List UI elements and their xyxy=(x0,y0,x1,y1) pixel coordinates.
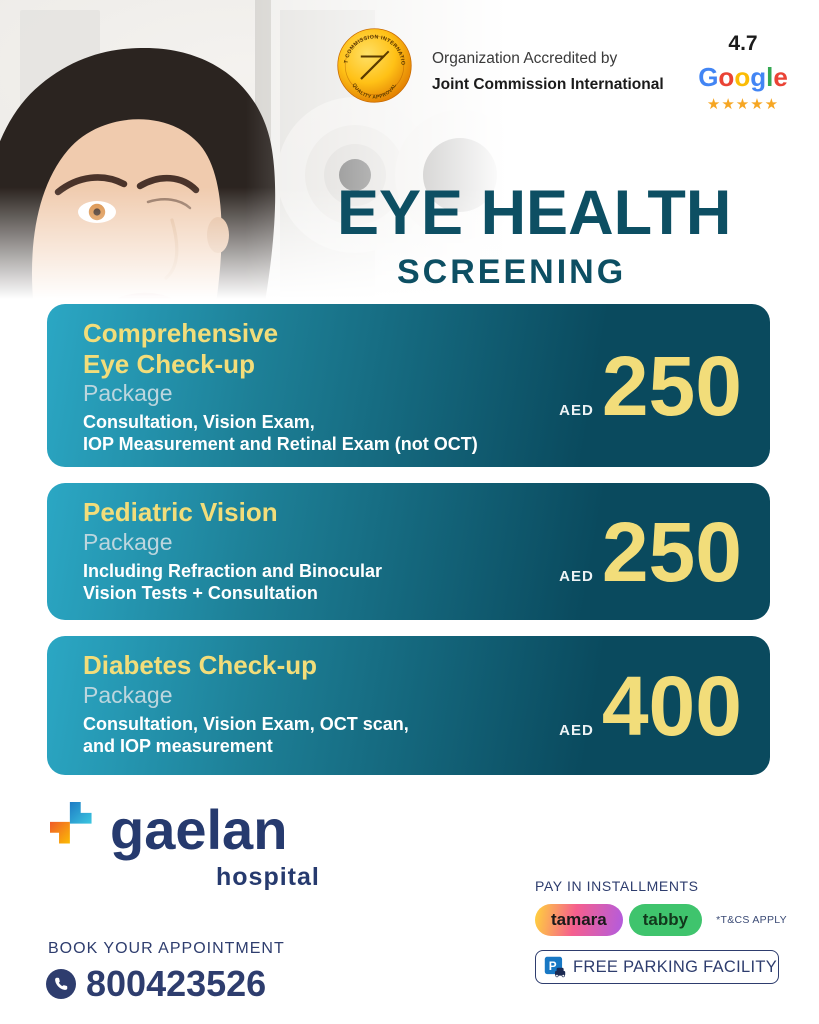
svg-text:P: P xyxy=(549,960,557,973)
